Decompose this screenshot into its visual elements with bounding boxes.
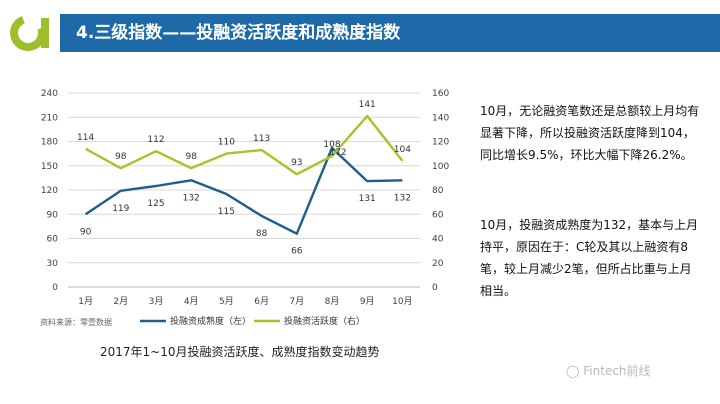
data-label-activity: 110 (218, 138, 235, 148)
watermark-text: Fintech前线 (583, 364, 651, 378)
x-tick-label: 1月 (78, 296, 93, 307)
series-line-activity (85, 114, 404, 176)
legend-label-activity: 投融资活跃度（右） (284, 315, 365, 327)
data-label-activity: 98 (115, 152, 127, 162)
data-label-maturity: 119 (112, 204, 129, 214)
wechat-watermark: ◯ Fintech前线 (566, 362, 651, 379)
legend-label-maturity: 投融资成熟度（左） (170, 315, 251, 327)
y-right-tick-label: 60 (432, 210, 444, 220)
data-label-maturity: 131 (359, 194, 376, 204)
x-tick-label: 7月 (289, 296, 304, 307)
x-tick-label: 4月 (184, 296, 199, 307)
data-label-activity: 113 (253, 134, 270, 144)
data-label-activity: 108 (323, 140, 340, 150)
y-right-tick-label: 80 (432, 186, 444, 196)
y-left-tick-label: 90 (47, 210, 59, 220)
series-line-maturity (84, 146, 403, 235)
y-right-tick-label: 100 (432, 162, 449, 172)
y-right-tick-label: 40 (432, 235, 444, 245)
y-right-tick-label: 160 (432, 89, 449, 99)
data-label-activity: 141 (359, 100, 376, 110)
data-label-maturity: 115 (218, 207, 235, 217)
data-label-activity: 98 (185, 152, 197, 162)
data-label-maturity: 132 (394, 193, 411, 203)
chart-source: 资料来源：零壹数据 (40, 317, 112, 327)
y-right-tick-label: 0 (432, 283, 438, 293)
page-title: 4.三级指数——投融资活跃度和成熟度指数 (76, 23, 401, 43)
y-left-tick-label: 30 (47, 259, 59, 269)
x-tick-label: 6月 (254, 296, 269, 307)
chart-caption: 2017年1~10月投融资活跃度、成熟度指数变动趋势 (100, 345, 380, 359)
data-label-activity: 112 (147, 135, 164, 145)
y-left-tick-label: 210 (41, 113, 58, 123)
data-label-maturity: 132 (183, 193, 200, 203)
analysis-paragraph-activity: 10月，无论融资笔数还是总额较上月均有显著下降，所以投融资活跃度降到104，同比… (480, 104, 700, 162)
y-right-tick-label: 140 (432, 113, 449, 123)
y-left-tick-label: 180 (41, 138, 58, 148)
y-left-tick-label: 0 (52, 283, 58, 293)
x-tick-label: 2月 (113, 296, 128, 307)
data-label-activity: 104 (394, 145, 411, 155)
brand-logo (10, 15, 49, 51)
analysis-paragraph-maturity: 10月，投融资成熟度为132，基本与上月持平，原因在于：C轮及其以上融资有8笔，… (480, 218, 699, 298)
data-label-activity: 114 (77, 133, 94, 143)
y-right-tick-label: 20 (432, 259, 444, 269)
header-bar: 4.三级指数——投融资活跃度和成熟度指数 (60, 14, 720, 52)
x-tick-label: 5月 (219, 296, 234, 307)
y-left-tick-label: 120 (41, 186, 58, 196)
y-left-tick-label: 240 (41, 89, 58, 99)
y-left-tick-label: 60 (47, 235, 59, 245)
x-tick-label: 8月 (325, 296, 340, 307)
data-label-maturity: 172 (329, 148, 346, 158)
x-tick-label: 10月 (392, 296, 412, 307)
data-label-maturity: 90 (80, 227, 92, 237)
data-label-maturity: 66 (291, 247, 303, 257)
x-tick-label: 9月 (360, 296, 375, 307)
data-label-activity: 93 (291, 158, 302, 168)
wechat-icon: ◯ (566, 364, 580, 378)
data-label-maturity: 88 (256, 229, 268, 239)
y-left-tick-label: 150 (41, 162, 58, 172)
x-tick-label: 3月 (149, 296, 164, 307)
y-right-tick-label: 120 (432, 138, 449, 148)
data-label-maturity: 125 (147, 199, 164, 209)
